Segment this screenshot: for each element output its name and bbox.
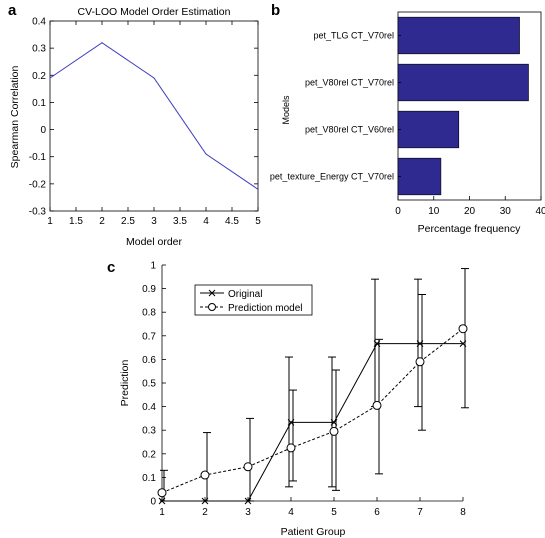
panel-c-ytick-label: 0.8 (142, 308, 156, 319)
panel-c-xtick-label: 5 (331, 507, 337, 518)
legend-marker-circle-icon (208, 303, 216, 311)
panel-a-ytick-label: 0.3 (32, 44, 46, 55)
panel-c-ytick-label: 1 (150, 261, 156, 272)
panel-c-ytick-label: 0.3 (142, 426, 156, 437)
panel-b-category-label: pet_TLG CT_V70rel (313, 31, 394, 41)
panel-a-chart: CV-LOO Model Order Estimation Model orde… (9, 6, 261, 248)
panel-a-xtick-label: 4.5 (225, 216, 239, 227)
panel-a-xtick-label: 3 (151, 216, 157, 227)
panel-c-xtick-label: 4 (288, 507, 294, 518)
legend-label-original: Original (228, 289, 262, 300)
panel-a-ylabel: Spearman Correlation (9, 65, 21, 168)
panel-b-bar (397, 157, 442, 196)
panel-a-data-point (49, 77, 51, 79)
panel-c-xtick-label: 6 (374, 507, 380, 518)
panel-c-series-line (161, 328, 464, 494)
panel-b-xtick-label: 30 (500, 206, 512, 217)
panel-c-ylabel: Prediction (119, 360, 131, 407)
panel-c-ytick-label: 0.7 (142, 331, 156, 342)
panel-letter-b: b (271, 2, 280, 19)
panel-a-ytick-label: -0.3 (29, 207, 47, 218)
panel-a-xtick-label: 5 (255, 216, 261, 227)
panel-letter-c: c (107, 259, 115, 276)
panel-a-xtick-label: 3.5 (173, 216, 187, 227)
panel-a-xtick-label: 1 (47, 216, 53, 227)
panel-a-xtick-label: 2 (99, 216, 105, 227)
panel-a-data-point (205, 153, 207, 155)
legend-marker-x-icon (208, 289, 216, 297)
panel-a-axes-box (49, 20, 259, 212)
panel-c-xtick-label: 3 (245, 507, 251, 518)
panel-c-ytick-label: 0 (150, 497, 156, 508)
legend-label-prediction: Prediction model (228, 303, 302, 314)
panel-b-xtick-label: 40 (535, 206, 545, 217)
panel-c-marker-circle (329, 426, 339, 436)
panel-letter-a: a (8, 2, 17, 19)
panel-a-ytick-label: 0 (40, 125, 46, 136)
panel-b-ylabel: Models (281, 95, 291, 125)
panel-a-data-point (257, 188, 259, 190)
panel-b-xlabel: Percentage frequency (418, 223, 521, 235)
panel-c-marker-circle (415, 357, 425, 367)
panel-c-xtick-label: 2 (202, 507, 208, 518)
panel-b-bar (397, 63, 529, 102)
panel-a-xtick-label: 4 (203, 216, 209, 227)
panel-b-bar (397, 16, 520, 55)
panel-c-marker-circle (458, 324, 468, 334)
panel-c-marker-circle (372, 400, 382, 410)
panel-a-xlabel: Model order (126, 236, 183, 248)
panel-c-ytick-label: 0.2 (142, 449, 156, 460)
panel-b-category-label: pet_texture_Energy CT_V70rel (270, 172, 394, 182)
panel-b-xtick-label: 10 (428, 206, 440, 217)
panel-c-marker-circle (157, 488, 167, 498)
panel-a-ytick-label: -0.2 (29, 179, 47, 190)
panel-c-chart: Patient Group Prediction 1 2 3 4 5 6 7 8 0 0.1 0.2… (119, 261, 469, 538)
panel-a-series-line (49, 42, 259, 190)
panel-a-xtick-label: 2.5 (121, 216, 135, 227)
panel-a-xtick-label: 1.5 (69, 216, 83, 227)
panel-c-ytick-label: 0.9 (142, 284, 156, 295)
panel-c-ytick-label: 0.1 (142, 473, 156, 484)
panel-c-xtick-label: 8 (460, 507, 466, 518)
panel-b-xtick-label: 0 (395, 206, 401, 217)
panel-c-xlabel: Patient Group (281, 526, 346, 538)
panel-a-ytick-label: -0.1 (29, 152, 47, 163)
panel-c-ytick-label: 0.5 (142, 379, 156, 390)
panel-c-marker-circle (286, 443, 296, 453)
panel-a-title: CV-LOO Model Order Estimation (78, 6, 231, 18)
panel-b-category-label: pet_V80rel CT_V60rel (305, 125, 394, 135)
panel-c-ytick-label: 0.6 (142, 355, 156, 366)
panel-a-ytick-label: 0.2 (32, 71, 46, 82)
panel-a-ytick-label: 0.4 (32, 17, 46, 28)
panel-a-data-point (153, 77, 155, 79)
panel-c-xtick-label: 1 (159, 507, 165, 518)
panel-c-xtick-label: 7 (417, 507, 423, 518)
panel-c-marker-circle (243, 462, 253, 472)
panel-c-legend: Original Prediction model (194, 284, 313, 316)
panel-b-xtick-label: 20 (464, 206, 476, 217)
panel-c-marker-circle (200, 470, 210, 480)
panel-a-ytick-label: 0.1 (32, 98, 46, 109)
panel-b-bar (397, 110, 460, 149)
panel-b-chart: Percentage frequency Models pet_TLG CT_V… (270, 11, 545, 235)
panel-c-series-line (162, 343, 463, 502)
panel-c-ytick-label: 0.4 (142, 402, 156, 413)
panel-a-data-point (101, 42, 103, 44)
panel-b-category-label: pet_V80rel CT_V70rel (305, 78, 394, 88)
